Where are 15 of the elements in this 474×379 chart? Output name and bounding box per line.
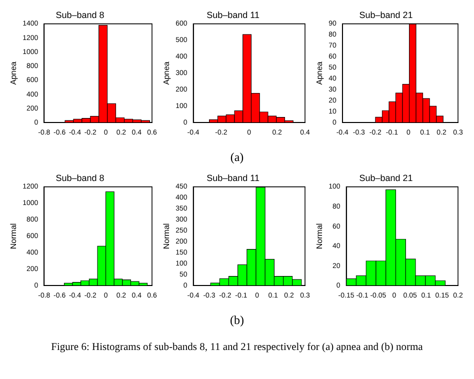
- chart-title: Sub–band 21: [359, 10, 413, 20]
- caption: Figure 6: Histograms of sub-bands 8, 11 and 21 respectively for (a) apnea and (b) norma: [51, 342, 423, 353]
- text: (a): [230, 150, 244, 165]
- chart-title: Sub–band 8: [56, 10, 104, 20]
- y-axis-title: Apnea: [9, 61, 18, 85]
- chart-title: Sub–band 21: [359, 172, 413, 183]
- y-axis-title: Normal: [9, 223, 18, 250]
- chart-title: Sub–band 8: [56, 172, 104, 183]
- y-axis-title: Apnea: [162, 61, 172, 85]
- chart-title: Sub–band 11: [206, 172, 260, 183]
- y-axis-title: Normal: [162, 223, 172, 250]
- y-axis-title: Apnea: [315, 61, 324, 85]
- text: (b): [230, 313, 244, 328]
- y-axis-title: Normal: [315, 223, 324, 250]
- chart-title: Sub–band 11: [206, 10, 260, 20]
